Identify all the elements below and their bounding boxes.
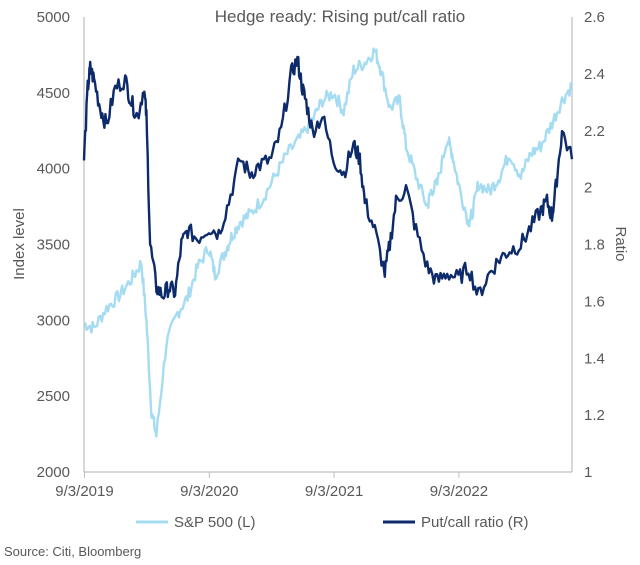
x-tick-label: 9/3/2021 <box>305 483 363 500</box>
legend-label-sp500: S&P 500 (L) <box>174 514 255 531</box>
y-left-tick-label: 2500 <box>37 388 70 405</box>
y-right-tick-label: 2.2 <box>584 123 605 140</box>
y-right-tick-label: 2 <box>584 180 592 197</box>
y-axis-right-label: Ratio <box>612 226 629 261</box>
y-axis-left-label: Index level <box>11 208 28 280</box>
legend: S&P 500 (L) Put/call ratio (R) <box>136 514 529 531</box>
y-right-tick-label: 1.8 <box>584 237 605 254</box>
y-right-tick-label: 1.2 <box>584 407 605 424</box>
x-tick-label: 9/3/2022 <box>430 483 488 500</box>
y-right-tick-label: 1.4 <box>584 350 605 367</box>
y-left-tick-label: 2000 <box>37 464 70 481</box>
y-left-tick-label: 3000 <box>37 312 70 329</box>
series-line-put-call <box>82 55 574 300</box>
y-left-tick-label: 5000 <box>37 9 70 26</box>
x-tick-label: 9/3/2020 <box>180 483 238 500</box>
legend-label-pc: Put/call ratio (R) <box>421 514 529 531</box>
y-right-tick-label: 2.6 <box>584 9 605 26</box>
y-right-tick-label: 2.4 <box>584 66 605 83</box>
y-left-tick-label: 4000 <box>37 161 70 178</box>
source-note: Source: Citi, Bloomberg <box>4 544 142 559</box>
y-left-tick-label: 3500 <box>37 237 70 254</box>
y-right-tick-label: 1 <box>584 464 592 481</box>
y-left-tick-label: 4500 <box>37 85 70 102</box>
y-right-tick-label: 1.6 <box>584 293 605 310</box>
x-tick-label: 9/3/2019 <box>55 483 113 500</box>
chart-title: Hedge ready: Rising put/call ratio <box>215 7 465 26</box>
series-line-sp500 <box>83 47 574 438</box>
